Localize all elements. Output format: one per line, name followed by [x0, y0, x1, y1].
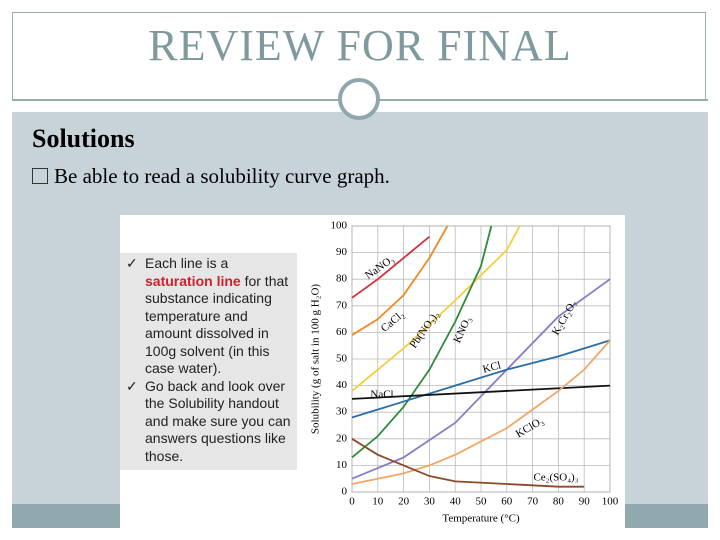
chart: 0 10 20 30 40 50 60 70 80 90 100 0 10 20 30 40 50 60 70 80 9…	[310, 220, 619, 525]
text: Each line is a	[145, 255, 229, 271]
text: for that substance indicating temperatur…	[145, 272, 289, 377]
x-tick-label: 20	[398, 496, 410, 508]
line	[351, 438, 585, 488]
note-item: Each line is a saturation line for that …	[126, 255, 297, 378]
x-tick-label: 30	[424, 496, 436, 508]
x-tick-label: 40	[450, 496, 462, 508]
note-box: Each line is a saturation line for that …	[120, 253, 297, 470]
y-tick-label: 30	[336, 406, 348, 418]
y-tick-label: 70	[336, 299, 348, 311]
line	[351, 384, 611, 400]
y-tick-label: 50	[336, 353, 348, 365]
highlight: saturation line	[145, 272, 241, 289]
note-item: Go back and look over the Solubility han…	[126, 377, 297, 466]
y-tick-label: 60	[336, 326, 348, 338]
series-label: KCl	[481, 359, 502, 375]
x-tick-label: 100	[602, 496, 619, 508]
text: Go back and look over the Solubility han…	[145, 377, 291, 464]
x-tick-label: 10	[372, 496, 384, 508]
y-tick-label: 0	[342, 486, 348, 498]
series-label: NaCl	[370, 389, 393, 401]
divider-circle	[338, 78, 380, 120]
y-tick-label: 90	[336, 246, 348, 258]
x-axis-label: Temperature (°C)	[442, 513, 520, 525]
line	[351, 339, 611, 419]
x-tick-label: 60	[501, 496, 513, 508]
line	[351, 225, 449, 336]
x-tick-label: 80	[553, 496, 565, 508]
y-tick-label: 10	[336, 459, 348, 471]
x-tick-label: 70	[527, 496, 539, 508]
y-tick-label: 100	[331, 220, 348, 232]
line	[351, 235, 430, 299]
line	[351, 225, 521, 392]
x-tick-label: 90	[579, 496, 591, 508]
y-axis-label: Solubility (g of salt in 100 g H₂O)	[310, 284, 322, 435]
x-tick-label: 0	[349, 496, 355, 508]
y-tick-label: 40	[336, 379, 348, 391]
bullet-text: Be able to read a solubility curve graph…	[54, 164, 390, 188]
heading: Solutions	[32, 124, 135, 153]
line	[351, 225, 493, 459]
title: REVIEW FOR FINAL	[148, 21, 572, 70]
y-tick-label: 20	[336, 432, 348, 444]
y-tick-label: 80	[336, 273, 348, 285]
bullet: Be able to read a solubility curve graph…	[32, 164, 390, 189]
series-label: Ce₂(SO₄)₃	[533, 472, 578, 484]
x-tick-label: 50	[476, 496, 488, 508]
line	[351, 339, 611, 485]
